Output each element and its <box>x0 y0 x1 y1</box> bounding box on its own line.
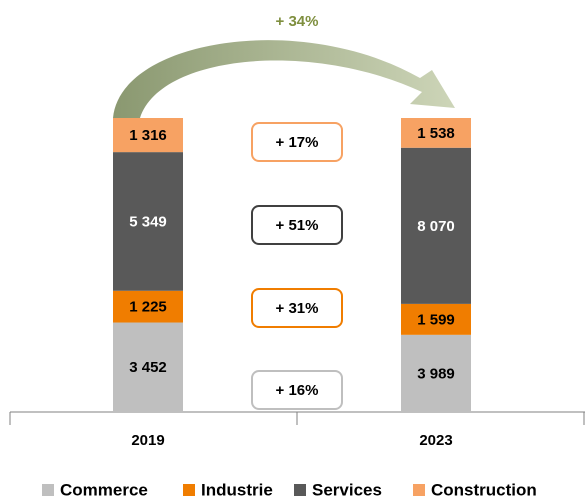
bar-segment <box>113 152 183 291</box>
bar-segment <box>113 118 183 153</box>
value-label: 1 538 <box>417 125 455 142</box>
bar-segment <box>401 118 471 148</box>
legend-label: Services <box>312 480 382 499</box>
legend-swatch <box>42 484 54 496</box>
growth-arrow <box>113 40 455 118</box>
growth-box <box>251 205 343 245</box>
growth-label: + 34% <box>276 13 319 30</box>
growth-label: + 31% <box>276 300 319 317</box>
growth-box <box>251 288 343 328</box>
legend-swatch <box>294 484 306 496</box>
value-label: 3 452 <box>129 359 167 376</box>
legend-label: Construction <box>431 480 537 499</box>
bar-segment <box>113 290 183 323</box>
growth-box <box>251 122 343 162</box>
bar-segment <box>401 303 471 335</box>
value-label: 1 316 <box>129 127 167 144</box>
growth-label: + 51% <box>276 217 319 234</box>
legend-swatch <box>183 484 195 496</box>
bar-segment <box>401 334 471 412</box>
growth-label: + 16% <box>276 382 319 399</box>
growth-box <box>251 370 343 410</box>
bar-segment <box>113 322 183 412</box>
growth-label: + 17% <box>276 134 319 151</box>
value-label: 1 599 <box>417 311 455 328</box>
value-label: 5 349 <box>129 213 167 230</box>
legend-swatch <box>413 484 425 496</box>
value-label: 1 225 <box>129 299 167 316</box>
value-label: 8 070 <box>417 218 455 235</box>
bar-segment <box>401 147 471 304</box>
x-tick-label: 2023 <box>419 432 452 449</box>
value-label: 3 989 <box>417 365 455 382</box>
x-tick-label: 2019 <box>131 432 164 449</box>
legend-label: Commerce <box>60 480 148 499</box>
legend-label: Industrie <box>201 480 273 499</box>
